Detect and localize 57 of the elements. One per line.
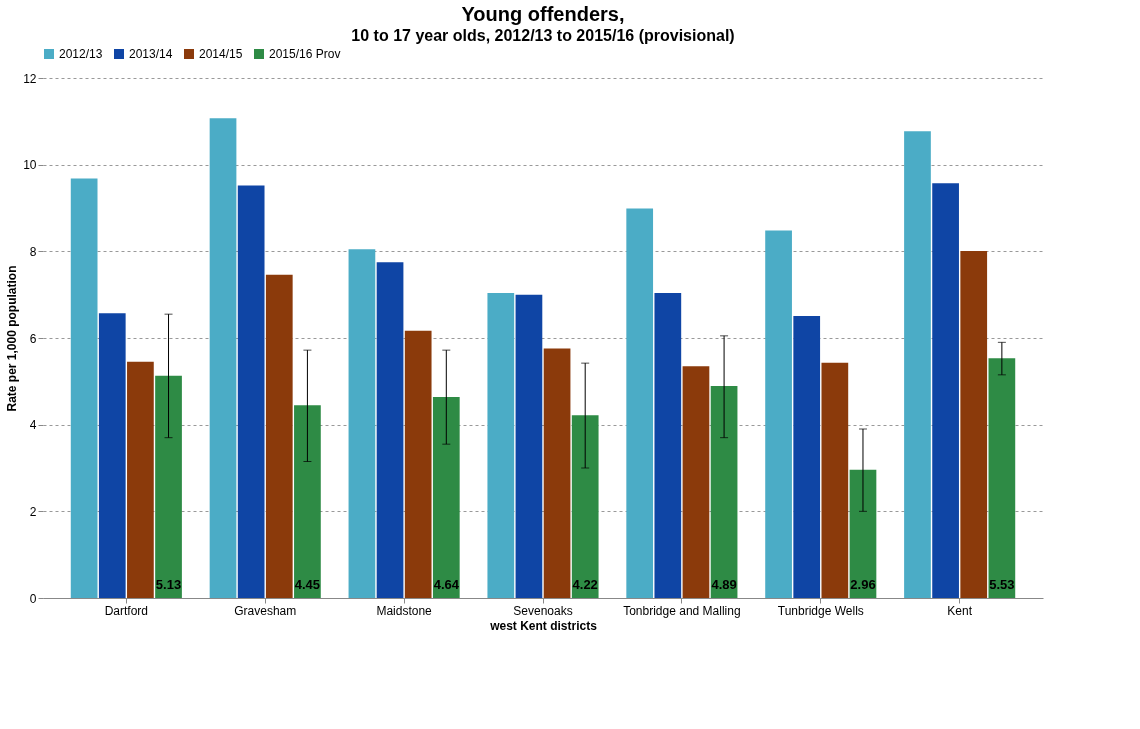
bar bbox=[404, 330, 432, 598]
y-tick-label: 2 bbox=[29, 504, 37, 519]
bar bbox=[960, 250, 988, 598]
x-tick-label: Dartford bbox=[104, 603, 149, 618]
x-tick-label: Kent bbox=[947, 603, 973, 618]
bar bbox=[432, 396, 460, 598]
y-axis-title: Rate per 1,000 population bbox=[5, 265, 20, 412]
bar bbox=[294, 405, 321, 598]
bar bbox=[127, 361, 154, 598]
bar bbox=[932, 183, 959, 598]
bar bbox=[571, 415, 599, 598]
bar bbox=[543, 348, 571, 598]
y-tick-label: 4 bbox=[29, 418, 37, 433]
bar bbox=[348, 249, 376, 598]
bar bbox=[237, 185, 265, 598]
bar bbox=[626, 208, 654, 598]
data-label: 4.22 bbox=[572, 577, 598, 592]
bar bbox=[765, 230, 792, 598]
bar bbox=[155, 375, 182, 598]
bar bbox=[70, 178, 98, 598]
bar bbox=[988, 358, 1016, 598]
data-label: 4.45 bbox=[294, 577, 321, 592]
legend-label: 2014/15 bbox=[199, 47, 243, 61]
bar bbox=[654, 292, 682, 598]
x-axis-title: west Kent districts bbox=[489, 618, 598, 633]
bar bbox=[487, 292, 515, 598]
y-tick-label: 10 bbox=[23, 158, 37, 173]
x-tick-label: Tunbridge Wells bbox=[777, 603, 864, 618]
chart-title: Young offenders, bbox=[461, 3, 625, 25]
bar bbox=[710, 386, 738, 598]
legend-label: 2013/14 bbox=[129, 47, 173, 61]
x-tick-label: Sevenoaks bbox=[513, 603, 573, 618]
bar bbox=[849, 469, 877, 598]
data-label: 5.13 bbox=[155, 577, 182, 592]
x-tick-label: Gravesham bbox=[234, 603, 297, 618]
bar bbox=[98, 313, 126, 598]
data-label: 4.64 bbox=[433, 577, 460, 592]
bar bbox=[682, 366, 710, 598]
bar bbox=[793, 315, 821, 598]
chart-subtitle: 10 to 17 year olds, 2012/13 to 2015/16 (provisional) bbox=[351, 27, 735, 44]
bar bbox=[904, 131, 931, 598]
x-tick-label: Tonbridge and Malling bbox=[623, 603, 741, 618]
y-tick-label: 12 bbox=[23, 71, 37, 86]
x-tick-label: Maidstone bbox=[376, 603, 433, 618]
legend-label: 2012/13 bbox=[59, 47, 103, 61]
y-tick-label: 8 bbox=[29, 244, 37, 259]
bar bbox=[265, 274, 293, 598]
bar bbox=[821, 362, 849, 598]
y-tick-label: 0 bbox=[29, 591, 37, 606]
bar bbox=[515, 294, 543, 598]
data-label: 2.96 bbox=[850, 577, 876, 592]
bar bbox=[376, 262, 404, 598]
bar bbox=[209, 118, 237, 598]
data-label: 4.89 bbox=[711, 577, 737, 592]
data-label: 5.53 bbox=[989, 577, 1015, 592]
y-tick-label: 6 bbox=[29, 331, 37, 346]
legend-label: 2015/16 Prov bbox=[269, 47, 341, 61]
